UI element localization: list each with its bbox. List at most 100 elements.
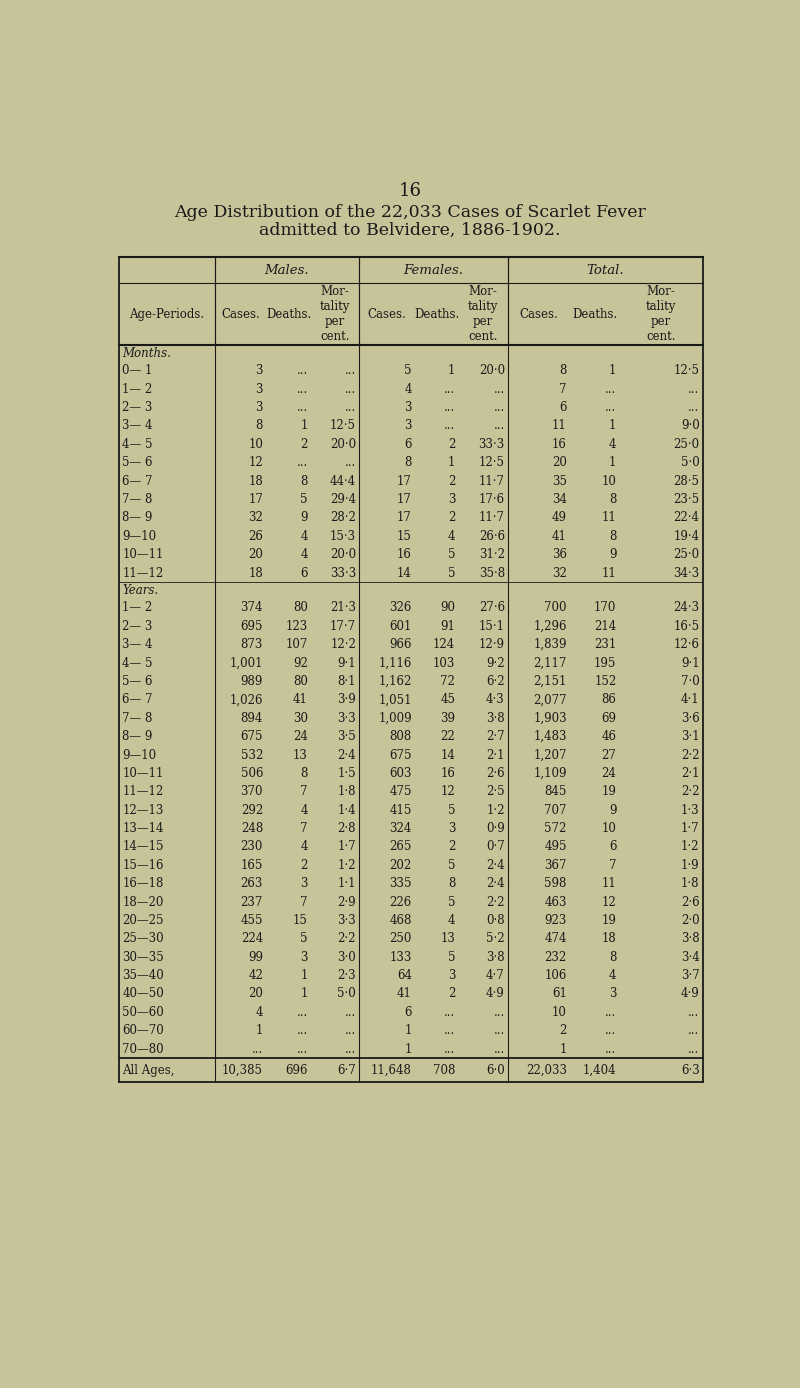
Text: 14: 14	[440, 748, 455, 762]
Text: 22: 22	[441, 730, 455, 743]
Text: 16—18: 16—18	[122, 877, 164, 890]
Text: 5: 5	[448, 859, 455, 872]
Text: 3·3: 3·3	[338, 913, 356, 927]
Text: 808: 808	[390, 730, 412, 743]
Text: 1,839: 1,839	[534, 638, 567, 651]
Text: 2— 3: 2— 3	[122, 620, 153, 633]
Text: 20: 20	[248, 987, 263, 1001]
Text: 2·6: 2·6	[486, 768, 505, 780]
Text: 708: 708	[433, 1063, 455, 1077]
Text: ...: ...	[345, 457, 356, 469]
Text: 31·2: 31·2	[479, 548, 505, 561]
Text: ...: ...	[444, 419, 455, 433]
Text: 2: 2	[448, 511, 455, 525]
Text: 21·3: 21·3	[330, 601, 356, 615]
Text: 1·7: 1·7	[338, 840, 356, 854]
Text: 15—16: 15—16	[122, 859, 164, 872]
Text: ...: ...	[297, 364, 308, 378]
Text: ...: ...	[297, 1006, 308, 1019]
Text: ...: ...	[345, 1042, 356, 1056]
Text: 367: 367	[544, 859, 567, 872]
Text: ...: ...	[688, 1006, 699, 1019]
Text: 1: 1	[559, 1042, 567, 1056]
Text: 8: 8	[559, 364, 567, 378]
Text: 80: 80	[293, 675, 308, 688]
Text: 4: 4	[300, 548, 308, 561]
Text: 17·6: 17·6	[478, 493, 505, 507]
Text: 19: 19	[602, 786, 617, 798]
Text: ...: ...	[606, 1042, 617, 1056]
Text: ...: ...	[252, 1042, 263, 1056]
Text: 12·5: 12·5	[330, 419, 356, 433]
Text: 13—14: 13—14	[122, 822, 164, 836]
Text: 11·7: 11·7	[479, 511, 505, 525]
Text: 1·3: 1·3	[681, 804, 699, 816]
Text: 1,162: 1,162	[378, 675, 412, 688]
Text: 0·9: 0·9	[486, 822, 505, 836]
Text: 7: 7	[609, 859, 617, 872]
Text: ...: ...	[494, 1042, 505, 1056]
Text: 2,151: 2,151	[534, 675, 567, 688]
Text: 42: 42	[248, 969, 263, 983]
Text: Age-Periods.: Age-Periods.	[129, 308, 204, 321]
Text: 2·4: 2·4	[486, 859, 505, 872]
Text: 18—20: 18—20	[122, 895, 164, 909]
Text: 9·0: 9·0	[681, 419, 699, 433]
Text: 11,648: 11,648	[371, 1063, 412, 1077]
Text: 44·4: 44·4	[330, 475, 356, 487]
Text: 16·5: 16·5	[674, 620, 699, 633]
Text: 27: 27	[602, 748, 617, 762]
Text: 12: 12	[441, 786, 455, 798]
Text: 5: 5	[448, 566, 455, 580]
Text: 5: 5	[448, 804, 455, 816]
Text: 1·2: 1·2	[486, 804, 505, 816]
Text: 1,207: 1,207	[534, 748, 567, 762]
Text: 1: 1	[300, 419, 308, 433]
Text: 170: 170	[594, 601, 617, 615]
Text: 4·9: 4·9	[486, 987, 505, 1001]
Text: ...: ...	[444, 383, 455, 396]
Text: 3·0: 3·0	[338, 951, 356, 963]
Text: 3— 4: 3— 4	[122, 638, 153, 651]
Text: 845: 845	[545, 786, 567, 798]
Text: 1,001: 1,001	[230, 657, 263, 669]
Text: 214: 214	[594, 620, 617, 633]
Text: 1: 1	[609, 419, 617, 433]
Text: 2·2: 2·2	[486, 895, 505, 909]
Text: 1·8: 1·8	[338, 786, 356, 798]
Text: 15: 15	[397, 530, 412, 543]
Text: 5: 5	[448, 895, 455, 909]
Text: 6: 6	[609, 840, 617, 854]
Text: 10,385: 10,385	[222, 1063, 263, 1077]
Text: Years.: Years.	[122, 584, 158, 597]
Text: 2·7: 2·7	[486, 730, 505, 743]
Text: 20: 20	[248, 548, 263, 561]
Text: 46: 46	[602, 730, 617, 743]
Text: 60—70: 60—70	[122, 1024, 164, 1037]
Text: 4: 4	[448, 530, 455, 543]
Text: 24·3: 24·3	[674, 601, 699, 615]
Text: ...: ...	[494, 383, 505, 396]
Text: 3: 3	[300, 877, 308, 890]
Text: 6: 6	[300, 566, 308, 580]
Text: 11: 11	[602, 566, 617, 580]
Text: 237: 237	[241, 895, 263, 909]
Text: 4·7: 4·7	[486, 969, 505, 983]
Text: 27·6: 27·6	[478, 601, 505, 615]
Text: 1·2: 1·2	[338, 859, 356, 872]
Text: ...: ...	[606, 383, 617, 396]
Text: 10: 10	[248, 437, 263, 451]
Text: 5: 5	[300, 933, 308, 945]
Text: ...: ...	[345, 1006, 356, 1019]
Text: 26: 26	[248, 530, 263, 543]
Text: 4: 4	[300, 530, 308, 543]
Text: 20—25: 20—25	[122, 913, 164, 927]
Text: Cases.: Cases.	[368, 308, 406, 321]
Text: 0·8: 0·8	[486, 913, 505, 927]
Text: Cases.: Cases.	[221, 308, 260, 321]
Text: 3·8: 3·8	[486, 951, 505, 963]
Text: 415: 415	[390, 804, 412, 816]
Text: 1: 1	[609, 457, 617, 469]
Text: Deaths.: Deaths.	[266, 308, 311, 321]
Text: Mor-
tality
per
cent.: Mor- tality per cent.	[468, 285, 498, 343]
